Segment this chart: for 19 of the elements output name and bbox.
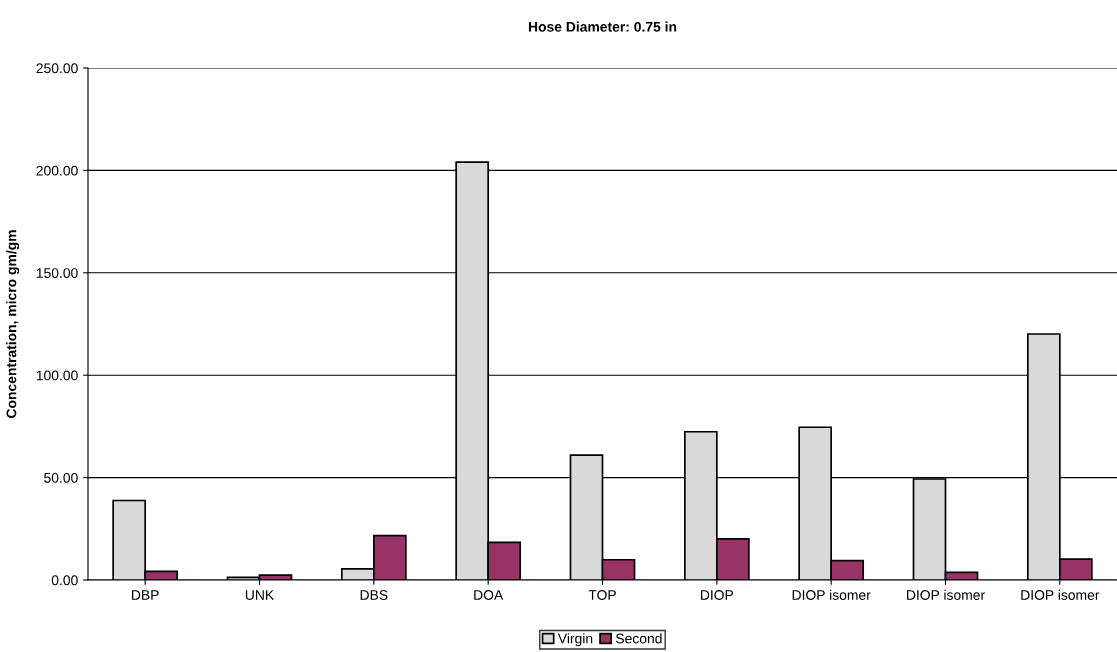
x-tick-label: DIOP	[700, 590, 734, 600]
x-tick-label: DIOP isomer	[907, 589, 985, 600]
y-tick-label: 150.00	[36, 268, 78, 278]
x-tick-label: DIOP isomer	[1021, 589, 1100, 600]
y-axis-title: Concentration, micro gm/gm	[6, 230, 20, 418]
x-tick-label: DIOP isomer	[792, 589, 871, 600]
x-tick-label: TOP	[588, 590, 616, 600]
y-tick-label: 100.00	[36, 370, 78, 381]
x-tick-label: UNK	[245, 590, 275, 600]
x-tick-label: DBS	[360, 590, 388, 600]
x-tick-label: DBP	[132, 590, 159, 600]
y-tick-label: 200.00	[36, 165, 78, 176]
chart-title: Hose Diameter: 0.75 in	[528, 21, 677, 32]
legend-label: Virgin	[557, 633, 593, 647]
legend-label: Second	[615, 633, 662, 644]
x-tick-label: DOA	[474, 590, 504, 600]
y-tick-label: 0.00	[51, 575, 78, 586]
y-tick-label: 250.00	[36, 63, 78, 74]
y-tick-label: 50.00	[44, 472, 78, 483]
